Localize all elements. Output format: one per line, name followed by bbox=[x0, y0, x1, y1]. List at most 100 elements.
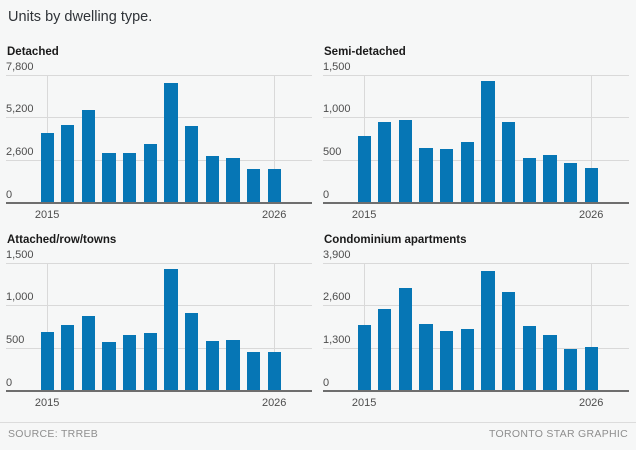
footer-divider bbox=[0, 422, 636, 423]
y-gridline bbox=[323, 262, 629, 264]
bar-2024 bbox=[226, 339, 240, 391]
bar-2025 bbox=[246, 352, 261, 391]
bar-2016 bbox=[378, 121, 392, 203]
x-gridline bbox=[273, 75, 275, 203]
chart-title-condominium-apartments: Condominium apartments bbox=[324, 234, 467, 246]
y-gridline bbox=[323, 159, 629, 161]
bar-2016 bbox=[61, 324, 75, 391]
bar-2024 bbox=[543, 335, 557, 391]
x-axis-line bbox=[6, 202, 312, 204]
chart-semi-detached: Semi-detached 0 500 1,000 1,500 2015 2026 bbox=[323, 44, 629, 230]
bar-2023 bbox=[522, 157, 536, 203]
bar-2023 bbox=[522, 326, 536, 391]
y-gridline bbox=[6, 262, 312, 264]
bar-2017 bbox=[398, 120, 413, 203]
chart-title-semi-detached: Semi-detached bbox=[324, 46, 406, 58]
y-gridline bbox=[323, 117, 629, 119]
bar-2020 bbox=[143, 333, 157, 391]
bar-2022 bbox=[501, 121, 516, 203]
plot-area-condominium-apartments: 0 1,300 2,600 3,900 2015 2026 bbox=[323, 249, 629, 409]
y-axis-label: 1,500 bbox=[323, 60, 351, 73]
y-axis-label: 1,000 bbox=[6, 291, 34, 304]
bar-2025 bbox=[563, 349, 578, 391]
y-gridline bbox=[323, 305, 629, 307]
bar-2018 bbox=[102, 341, 116, 391]
x-axis-line bbox=[6, 390, 312, 392]
bar-2023 bbox=[205, 341, 219, 391]
x-axis-label-first: 2015 bbox=[34, 209, 60, 221]
source-credit: SOURCE: TRREB bbox=[8, 428, 99, 440]
bar-2026 bbox=[584, 168, 598, 203]
bar-2017 bbox=[81, 109, 96, 203]
y-axis-label: 0 bbox=[6, 188, 13, 201]
bar-2019 bbox=[440, 330, 454, 391]
y-gridline bbox=[6, 159, 312, 161]
y-axis-label: 1,000 bbox=[323, 103, 351, 116]
bar-2020 bbox=[460, 142, 474, 203]
bar-2021 bbox=[164, 268, 178, 391]
publisher-credit: TORONTO STAR GRAPHIC bbox=[488, 428, 628, 440]
bar-2025 bbox=[563, 163, 578, 203]
bar-2019 bbox=[123, 334, 137, 391]
y-gridline bbox=[6, 305, 312, 307]
bar-2019 bbox=[440, 149, 454, 203]
x-axis-line bbox=[323, 390, 629, 392]
bar-2020 bbox=[460, 328, 474, 391]
chart-condominium-apartments: Condominium apartments 0 1,300 2,600 3,900 2… bbox=[323, 232, 629, 418]
bar-2025 bbox=[246, 169, 261, 203]
bar-2017 bbox=[81, 315, 96, 391]
y-axis-label: 500 bbox=[6, 333, 25, 346]
bar-2016 bbox=[378, 308, 392, 391]
plot-area-semi-detached: 0 500 1,000 1,500 2015 2026 bbox=[323, 61, 629, 221]
y-axis-label: 0 bbox=[323, 188, 330, 201]
x-axis-label-last: 2026 bbox=[578, 397, 604, 409]
bar-2018 bbox=[419, 147, 433, 203]
bar-2016 bbox=[61, 124, 75, 203]
y-axis-label: 2,600 bbox=[6, 145, 34, 158]
bar-2023 bbox=[205, 155, 219, 203]
bar-2018 bbox=[419, 324, 433, 391]
bar-2026 bbox=[267, 168, 281, 203]
x-axis-label-first: 2015 bbox=[351, 397, 377, 409]
x-axis-line bbox=[323, 202, 629, 204]
y-gridline bbox=[6, 117, 312, 119]
bar-2015 bbox=[357, 325, 371, 391]
y-axis-label: 1,300 bbox=[323, 333, 351, 346]
y-axis-label: 0 bbox=[6, 376, 13, 389]
y-gridline bbox=[323, 74, 629, 76]
y-gridline bbox=[323, 347, 629, 349]
y-axis-label: 1,500 bbox=[6, 248, 34, 261]
x-gridline bbox=[46, 263, 48, 391]
y-axis-label: 500 bbox=[323, 145, 342, 158]
bar-2019 bbox=[123, 152, 137, 203]
bar-2017 bbox=[398, 288, 413, 391]
x-axis-label-last: 2026 bbox=[261, 397, 287, 409]
bar-2018 bbox=[102, 153, 116, 203]
chart-title-detached: Detached bbox=[7, 46, 59, 58]
bar-2021 bbox=[481, 80, 495, 203]
bar-2022 bbox=[184, 312, 199, 391]
y-axis-label: 0 bbox=[323, 376, 330, 389]
page-title: Units by dwelling type. bbox=[8, 9, 153, 25]
y-gridline bbox=[6, 74, 312, 76]
bar-2026 bbox=[267, 351, 281, 391]
bar-2024 bbox=[226, 157, 240, 203]
bar-2024 bbox=[543, 155, 557, 203]
bar-2026 bbox=[584, 347, 598, 391]
chart-title-attached-row-towns: Attached/row/towns bbox=[7, 234, 117, 246]
y-gridline bbox=[6, 347, 312, 349]
chart-detached: Detached 0 2,600 5,200 7,800 2015 2026 bbox=[6, 44, 312, 230]
bar-2015 bbox=[40, 132, 54, 203]
y-axis-label: 3,900 bbox=[323, 248, 351, 261]
bar-2022 bbox=[184, 125, 199, 203]
x-gridline bbox=[590, 263, 592, 391]
plot-area-detached: 0 2,600 5,200 7,800 2015 2026 bbox=[6, 61, 312, 221]
y-axis-label: 5,200 bbox=[6, 103, 34, 116]
bar-2015 bbox=[357, 136, 371, 203]
bar-2020 bbox=[143, 143, 157, 203]
x-axis-label-first: 2015 bbox=[351, 209, 377, 221]
y-axis-label: 7,800 bbox=[6, 60, 34, 73]
bar-2021 bbox=[164, 83, 178, 203]
chart-attached-row-towns: Attached/row/towns 0 500 1,000 1,500 2015 202… bbox=[6, 232, 312, 418]
x-axis-label-last: 2026 bbox=[261, 209, 287, 221]
